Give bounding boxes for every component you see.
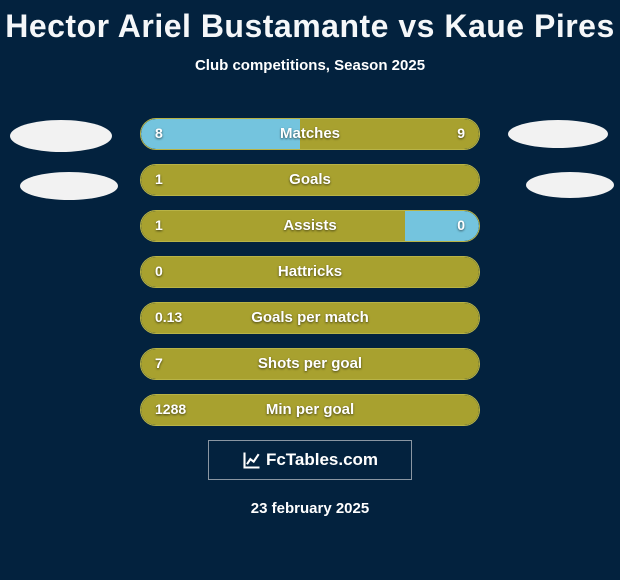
stat-label: Matches bbox=[141, 119, 479, 148]
branding-text: FcTables.com bbox=[266, 450, 378, 470]
stat-row: 1288Min per goal bbox=[140, 394, 480, 426]
player1-avatar-2 bbox=[20, 172, 118, 200]
stat-label: Assists bbox=[141, 211, 479, 240]
stat-label: Goals bbox=[141, 165, 479, 194]
stat-rows: 89Matches 1Goals 10Assists 0Hattricks 0.13Go… bbox=[140, 118, 480, 440]
player2-avatar-2 bbox=[526, 172, 614, 198]
subtitle: Club competitions, Season 2025 bbox=[0, 57, 620, 74]
player2-avatar-1 bbox=[508, 120, 608, 148]
stat-label: Hattricks bbox=[141, 257, 479, 286]
stat-row: 7Shots per goal bbox=[140, 348, 480, 380]
stat-row: 10Assists bbox=[140, 210, 480, 242]
comparison-infographic: Hector Ariel Bustamante vs Kaue Pires Cl… bbox=[0, 0, 620, 580]
stat-row: 1Goals bbox=[140, 164, 480, 196]
page-title: Hector Ariel Bustamante vs Kaue Pires bbox=[0, 8, 620, 45]
stat-row: 89Matches bbox=[140, 118, 480, 150]
stat-label: Min per goal bbox=[141, 395, 479, 424]
player1-avatar-1 bbox=[10, 120, 112, 152]
stat-row: 0.13Goals per match bbox=[140, 302, 480, 334]
date-text: 23 february 2025 bbox=[0, 500, 620, 517]
stat-label: Goals per match bbox=[141, 303, 479, 332]
chart-icon bbox=[242, 450, 262, 470]
stat-row: 0Hattricks bbox=[140, 256, 480, 288]
stat-label: Shots per goal bbox=[141, 349, 479, 378]
branding-badge: FcTables.com bbox=[208, 440, 412, 480]
